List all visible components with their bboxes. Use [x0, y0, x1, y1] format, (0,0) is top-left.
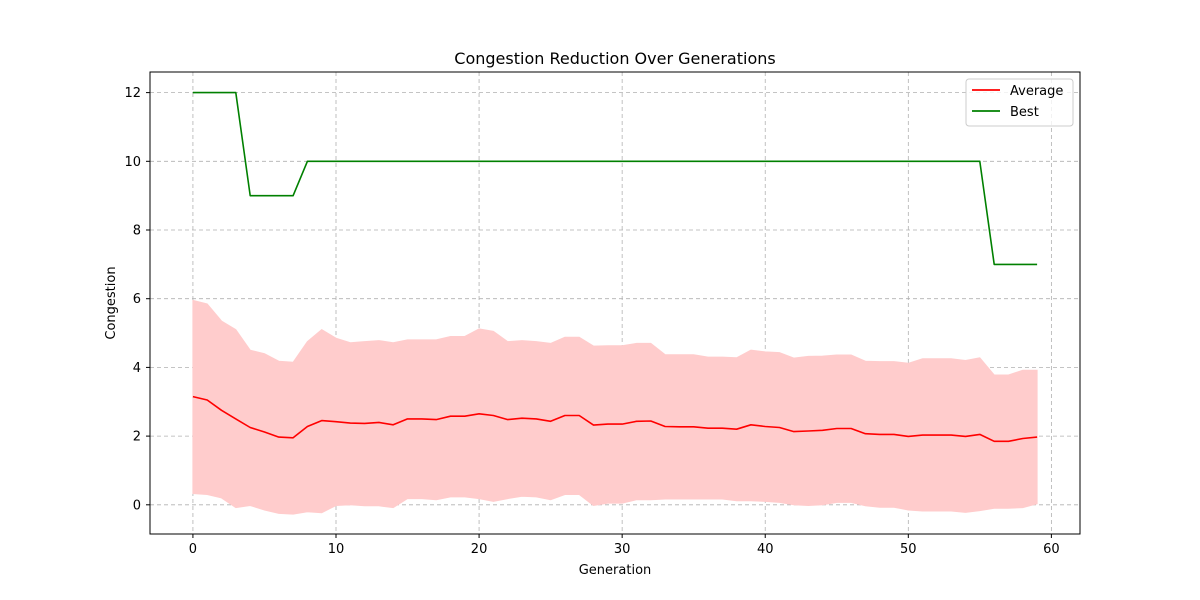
y-tick-label: 6 [133, 292, 141, 307]
x-tick-label: 60 [1043, 542, 1060, 557]
x-axis: 0 10 20 30 40 50 60 [189, 534, 1060, 557]
average-band [192, 299, 1038, 515]
y-axis: 0 2 4 6 8 10 12 [124, 86, 150, 513]
legend-label-best: Best [1010, 105, 1039, 120]
x-axis-label: Generation [579, 563, 652, 578]
legend: Average Best [965, 78, 1074, 127]
x-tick-label: 20 [471, 542, 488, 557]
series-lines [192, 91, 1038, 443]
plot-frame [149, 71, 1081, 535]
series-line-best [192, 91, 1038, 266]
y-tick-label: 10 [124, 155, 141, 170]
chart-title: Congestion Reduction Over Generations [454, 49, 775, 68]
x-tick-label: 50 [900, 542, 917, 557]
x-tick-label: 10 [328, 542, 345, 557]
y-tick-label: 12 [124, 86, 141, 101]
band-area-average [192, 299, 1038, 515]
x-tick-label: 40 [757, 542, 774, 557]
x-tick-label: 0 [189, 542, 197, 557]
y-tick-label: 0 [133, 498, 141, 513]
y-tick-label: 4 [133, 361, 141, 376]
legend-label-average: Average [1010, 84, 1063, 99]
y-tick-label: 2 [133, 430, 141, 445]
series-line-average [192, 395, 1038, 443]
x-tick-label: 30 [614, 542, 631, 557]
y-tick-label: 8 [133, 224, 141, 239]
y-axis-label: Congestion [104, 266, 119, 339]
